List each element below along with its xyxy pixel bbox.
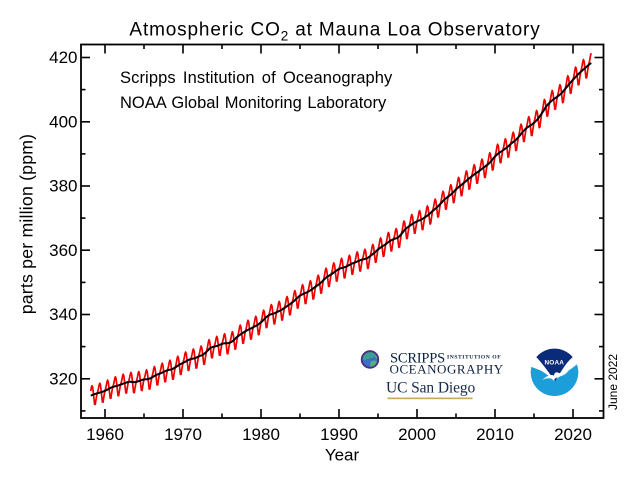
svg-text:360: 360 (49, 241, 77, 260)
svg-text:Year: Year (325, 446, 360, 465)
svg-text:2000: 2000 (398, 425, 436, 444)
svg-text:2020: 2020 (554, 425, 592, 444)
svg-text:UC San Diego: UC San Diego (386, 380, 476, 397)
svg-text:1960: 1960 (86, 425, 124, 444)
svg-text:INSTITUTION OF: INSTITUTION OF (447, 355, 501, 361)
svg-text:NOAA Global Monitoring Laborat: NOAA Global Monitoring Laboratory (120, 94, 387, 112)
svg-text:420: 420 (49, 48, 77, 67)
svg-text:320: 320 (49, 369, 77, 388)
svg-text:parts per million (ppm): parts per million (ppm) (17, 134, 37, 315)
svg-text:1970: 1970 (164, 425, 202, 444)
svg-text:June 2022: June 2022 (606, 354, 620, 410)
svg-text:400: 400 (49, 113, 77, 132)
svg-text:Scripps Institution of Oceanog: Scripps Institution of Oceanography (120, 69, 393, 87)
svg-text:2010: 2010 (476, 425, 514, 444)
svg-text:340: 340 (49, 305, 77, 324)
svg-text:380: 380 (49, 177, 77, 196)
svg-text:1990: 1990 (320, 425, 358, 444)
svg-text:OCEANOGRAPHY: OCEANOGRAPHY (390, 362, 504, 377)
svg-text:Atmospheric CO2 at Mauna Loa O: Atmospheric CO2 at Mauna Loa Observatory (129, 20, 540, 44)
svg-text:1980: 1980 (242, 425, 280, 444)
svg-text:NOAA: NOAA (544, 359, 564, 366)
svg-text:SCRIPPS: SCRIPPS (390, 351, 445, 367)
